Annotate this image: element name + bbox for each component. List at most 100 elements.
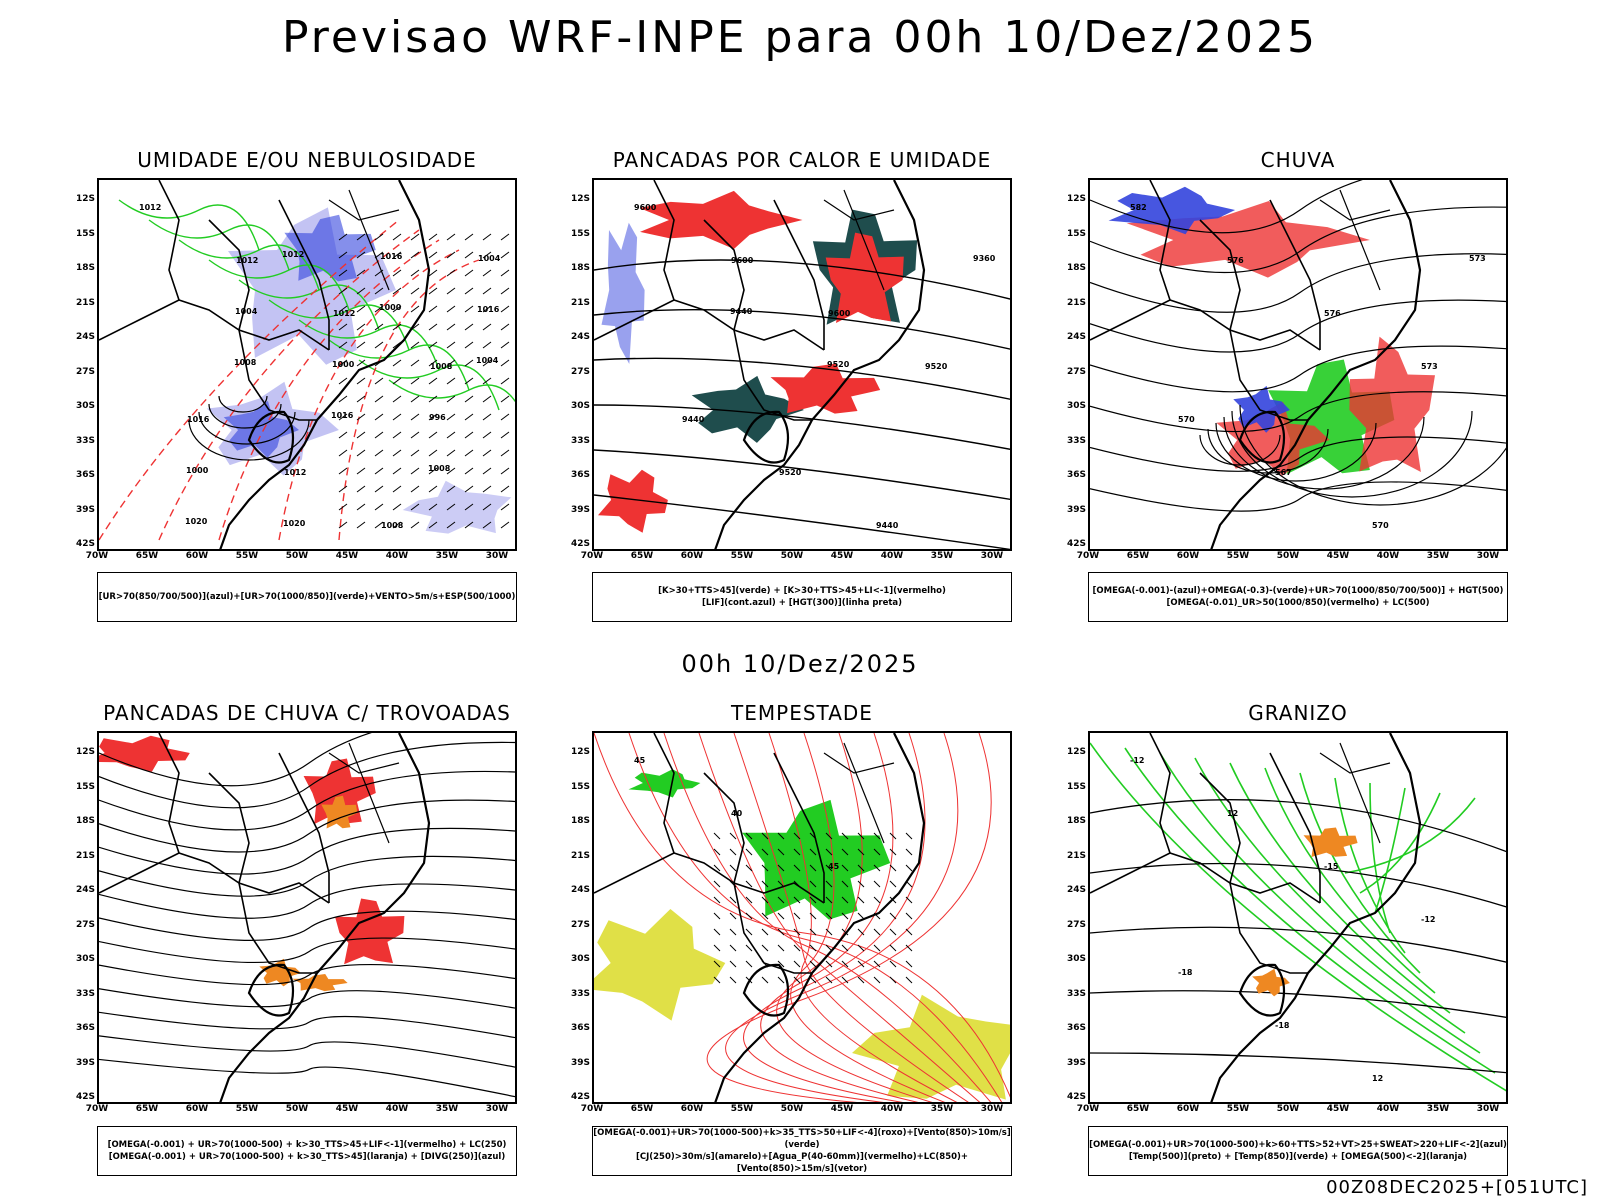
temp500-contour xyxy=(1090,990,1506,1019)
wind-vector xyxy=(500,233,510,241)
wind-vector xyxy=(825,864,833,872)
streamline xyxy=(99,937,515,964)
wind-vector xyxy=(905,864,913,872)
coastline xyxy=(714,733,926,1102)
wind-vector xyxy=(889,976,897,984)
wind-vector xyxy=(857,848,865,856)
wind-vector xyxy=(482,359,492,367)
wind-vector xyxy=(777,896,785,904)
water-contour xyxy=(733,733,969,1102)
country-border xyxy=(1199,219,1241,331)
temp850-contour xyxy=(1334,777,1406,954)
temp850-contour xyxy=(1299,772,1421,974)
wind-vector xyxy=(793,912,801,920)
country-border xyxy=(733,329,812,421)
wind-vector xyxy=(338,503,348,511)
state-border xyxy=(328,199,400,221)
wind-vector xyxy=(905,848,913,856)
longitude-label: 50W xyxy=(285,551,309,561)
wind-vector xyxy=(777,832,785,840)
wind-vector xyxy=(392,251,402,259)
contour-value-label: -15 xyxy=(1324,862,1339,871)
wind-vector xyxy=(410,503,420,511)
wind-vector xyxy=(889,848,897,856)
longitude-label: 55W xyxy=(235,1104,259,1114)
wind-vector xyxy=(889,912,897,920)
latitude-label: 18S xyxy=(75,816,95,826)
height-contour xyxy=(594,449,1010,501)
contour-value-label: 12 xyxy=(1372,1074,1383,1083)
longitude-label: 70W xyxy=(580,551,604,561)
latitude-label: 30S xyxy=(570,401,590,411)
temp500-contour xyxy=(1090,1052,1506,1074)
wind-vector xyxy=(777,944,785,952)
longitude-label: 40W xyxy=(385,551,409,561)
wind-vector xyxy=(374,377,384,385)
contour-value-label: 576 xyxy=(1324,309,1341,318)
wind-vector xyxy=(729,896,737,904)
latitude-label: 24S xyxy=(570,332,590,342)
streamline xyxy=(99,883,515,919)
longitude-label: 60W xyxy=(185,1104,209,1114)
heat-area xyxy=(691,375,804,443)
wind-vector xyxy=(428,269,438,277)
water-contour xyxy=(725,733,959,1102)
latitude-label: 33S xyxy=(75,435,95,446)
wind-vector xyxy=(873,864,881,872)
wind-vector xyxy=(410,287,420,295)
latitude-label: 21S xyxy=(1066,850,1086,861)
wind-vector xyxy=(873,832,881,840)
streamline xyxy=(1090,391,1506,433)
longitude-label: 65W xyxy=(630,1104,654,1114)
low-pressure-center xyxy=(1238,410,1286,464)
wind-vector xyxy=(745,928,753,936)
coastline xyxy=(714,180,926,549)
contour-value-label: 1008 xyxy=(234,358,257,367)
country-border xyxy=(238,882,317,974)
wind-vector xyxy=(809,848,817,856)
wind-vector xyxy=(857,944,865,952)
longitude-label: 65W xyxy=(1126,551,1150,561)
contour-value-label: 1020 xyxy=(185,517,208,526)
wind-vector xyxy=(889,880,897,888)
latitude-label: 18S xyxy=(1066,263,1086,273)
wind-vector xyxy=(410,413,420,421)
panel-legend: [OMEGA(-0.001) + UR>70(1000-500) + k>30_… xyxy=(97,1126,517,1176)
temp850-contour xyxy=(1344,797,1476,874)
thickness-contour xyxy=(158,229,420,541)
country-border xyxy=(1149,180,1171,301)
wind-vector xyxy=(356,377,366,385)
wind-vector xyxy=(809,976,817,984)
map-graphic: 45 40 45 xyxy=(594,733,1010,1102)
latitude-label: 30S xyxy=(1066,954,1086,964)
panel-legend: [OMEGA(-0.001)-(azul)+OMEGA(-0.3)-(verde… xyxy=(1088,572,1508,622)
wind-vector xyxy=(793,864,801,872)
latitude-label: 15S xyxy=(570,781,590,792)
wind-vector xyxy=(889,864,897,872)
latitude-label: 21S xyxy=(75,850,95,861)
longitude-label: 45W xyxy=(830,551,854,561)
wind-vector xyxy=(500,485,510,493)
wind-vector xyxy=(841,912,849,920)
latitude-label: 30S xyxy=(570,954,590,964)
wind-vector xyxy=(392,503,402,511)
wind-vector xyxy=(841,880,849,888)
longitude-label: 45W xyxy=(1326,1104,1350,1114)
wind-vector xyxy=(745,896,753,904)
wind-vector xyxy=(374,305,384,313)
map-graphic: 1012 1012 1012 1008 1016 1012 1008 1004 1004 1000… xyxy=(99,180,515,549)
panel-title: TEMPESTADE xyxy=(731,701,873,725)
latitude-label: 39S xyxy=(570,1057,590,1068)
streamline xyxy=(99,963,515,986)
wind-vector xyxy=(761,864,769,872)
latitude-label: 15S xyxy=(570,228,590,239)
country-border xyxy=(653,180,675,301)
latitude-label: 21S xyxy=(570,297,590,308)
wind-vector xyxy=(745,880,753,888)
contour-value-label: -18 xyxy=(1275,1021,1290,1030)
latitude-label: 15S xyxy=(75,228,95,239)
longitude-label: 50W xyxy=(1276,551,1300,561)
latitude-label: 36S xyxy=(75,1023,95,1033)
wind-vector xyxy=(428,323,438,331)
latitude-label: 30S xyxy=(1066,401,1086,411)
